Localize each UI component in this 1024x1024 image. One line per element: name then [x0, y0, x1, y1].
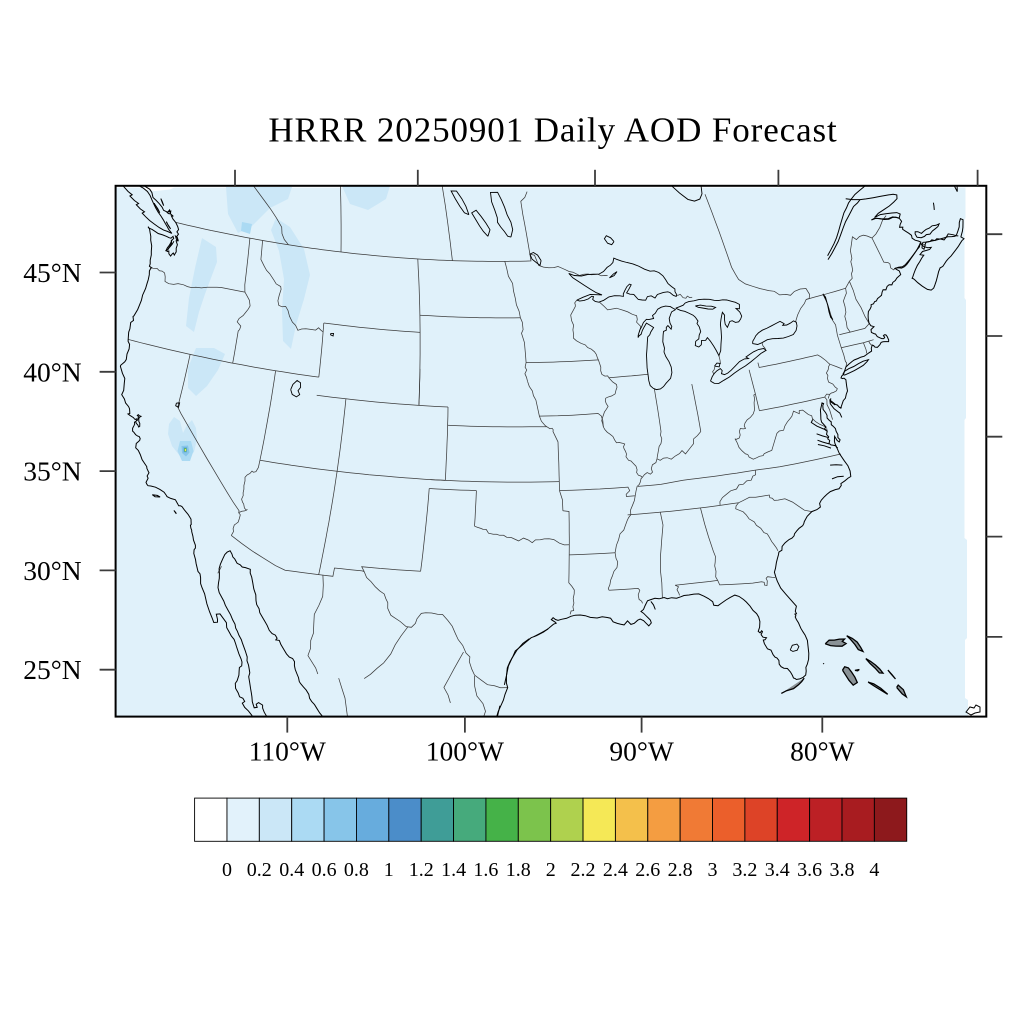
svg-text:3.6: 3.6 — [797, 859, 822, 881]
svg-text:4: 4 — [869, 859, 879, 881]
svg-text:2: 2 — [546, 859, 556, 881]
svg-text:80°W: 80°W — [790, 736, 854, 767]
svg-text:0.2: 0.2 — [247, 859, 272, 881]
svg-text:40°N: 40°N — [23, 356, 81, 387]
svg-text:2.2: 2.2 — [571, 859, 596, 881]
svg-text:2.6: 2.6 — [635, 859, 660, 881]
svg-text:1.4: 1.4 — [441, 859, 466, 881]
svg-text:1.8: 1.8 — [506, 859, 531, 881]
svg-text:0.4: 0.4 — [279, 859, 304, 881]
svg-text:0.8: 0.8 — [344, 859, 369, 881]
svg-text:HRRR 20250901 Daily AOD Foreca: HRRR 20250901 Daily AOD Forecast — [268, 111, 837, 150]
svg-text:1.2: 1.2 — [409, 859, 434, 881]
svg-text:2.4: 2.4 — [603, 859, 628, 881]
svg-text:45°N: 45°N — [23, 257, 81, 288]
svg-text:0.6: 0.6 — [312, 859, 337, 881]
svg-text:3.2: 3.2 — [732, 859, 757, 881]
svg-text:3: 3 — [708, 859, 718, 881]
svg-text:3.8: 3.8 — [830, 859, 855, 881]
svg-text:25°N: 25°N — [23, 654, 81, 685]
svg-text:30°N: 30°N — [23, 555, 81, 586]
svg-text:0: 0 — [222, 859, 232, 881]
svg-text:100°W: 100°W — [426, 736, 504, 767]
svg-text:1.6: 1.6 — [473, 859, 498, 881]
svg-text:110°W: 110°W — [249, 736, 326, 767]
svg-text:90°W: 90°W — [609, 736, 673, 767]
svg-text:2.8: 2.8 — [668, 859, 693, 881]
svg-text:3.4: 3.4 — [765, 859, 790, 881]
svg-text:1: 1 — [384, 859, 394, 881]
svg-text:35°N: 35°N — [23, 456, 81, 487]
